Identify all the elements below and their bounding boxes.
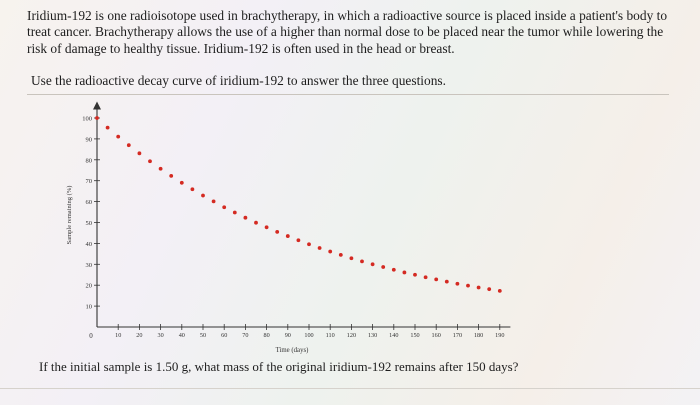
origin-label: 0	[89, 332, 93, 340]
chart-points	[95, 116, 502, 293]
data-point	[264, 225, 269, 230]
y-axis-label: Sample remaining (%)	[66, 186, 73, 245]
data-point	[360, 259, 364, 264]
data-point	[201, 193, 205, 198]
y-tick-label: 30	[86, 262, 93, 269]
x-tick-label: 130	[368, 332, 377, 339]
x-tick-label: 170	[453, 332, 462, 339]
data-point	[487, 287, 492, 292]
data-point	[158, 166, 163, 171]
data-point	[222, 205, 227, 210]
x-tick-label: 80	[264, 332, 270, 339]
data-point	[328, 249, 333, 254]
data-point	[95, 116, 99, 120]
x-tick-label: 10	[115, 332, 121, 339]
data-point	[179, 180, 184, 185]
y-tick-label: 60	[86, 199, 93, 206]
data-point	[105, 125, 110, 130]
x-tick-label: 140	[389, 332, 398, 339]
data-point	[391, 267, 396, 272]
y-tick-label: 40	[86, 241, 93, 248]
data-point	[137, 151, 142, 156]
footer-divider	[0, 388, 700, 389]
question-text: If the initial sample is 1.50 g, what ma…	[39, 359, 519, 374]
y-tick-label: 20	[86, 283, 93, 290]
data-point	[285, 234, 290, 238]
data-point	[190, 187, 195, 192]
data-point	[370, 262, 375, 267]
data-point	[296, 238, 301, 243]
data-point	[423, 275, 428, 280]
data-point	[254, 220, 258, 225]
data-point	[232, 210, 237, 215]
x-tick-label: 180	[474, 332, 483, 339]
x-tick-label: 160	[432, 332, 441, 339]
chart-axes	[93, 101, 511, 328]
x-tick-label: 110	[326, 332, 335, 339]
x-tick-label: 20	[136, 332, 142, 339]
data-point	[444, 279, 449, 284]
data-point	[455, 281, 460, 286]
data-point	[338, 252, 343, 257]
data-point	[317, 246, 322, 250]
data-point	[307, 242, 311, 247]
x-tick-label: 190	[495, 332, 504, 339]
data-point	[275, 230, 280, 234]
y-axis-arrow	[93, 101, 101, 110]
data-point	[243, 215, 248, 220]
x-tick-label: 50	[200, 332, 206, 339]
y-tick-label: 10	[86, 304, 93, 311]
x-tick-label: 40	[179, 332, 185, 339]
data-point	[211, 199, 216, 204]
x-tick-label: 150	[410, 332, 419, 339]
problem-instruction: Use the radioactive decay curve of iridi…	[31, 73, 446, 88]
y-tick-label: 90	[86, 136, 93, 143]
y-tick-label: 50	[86, 220, 93, 227]
data-point	[434, 277, 439, 282]
x-tick-label: 30	[158, 332, 164, 339]
x-axis-label: Time (days)	[276, 347, 309, 354]
divider	[27, 94, 669, 95]
x-tick-label: 60	[221, 332, 227, 339]
data-point	[466, 283, 470, 288]
data-point	[116, 134, 121, 139]
problem-intro: Iridium-192 is one radioisotope used in …	[27, 8, 668, 56]
data-point	[148, 159, 152, 164]
data-point	[381, 265, 386, 269]
data-point	[476, 285, 481, 290]
data-point	[402, 270, 407, 275]
chart-ticks: 10 20 30 40 50 60 70 80 90 100 10 20 30 40 50 60 70 80 90 1…	[82, 116, 504, 340]
x-tick-label: 70	[242, 332, 248, 339]
data-point	[413, 272, 417, 277]
x-tick-label: 100	[304, 332, 313, 339]
y-tick-label: 70	[86, 178, 93, 185]
y-tick-label: 100	[82, 116, 92, 123]
x-tick-label: 90	[285, 332, 291, 339]
x-tick-label: 120	[347, 332, 356, 339]
data-point	[169, 173, 174, 178]
y-tick-label: 80	[86, 157, 93, 164]
data-point	[126, 143, 131, 148]
data-point	[349, 256, 354, 261]
data-point	[497, 288, 502, 293]
